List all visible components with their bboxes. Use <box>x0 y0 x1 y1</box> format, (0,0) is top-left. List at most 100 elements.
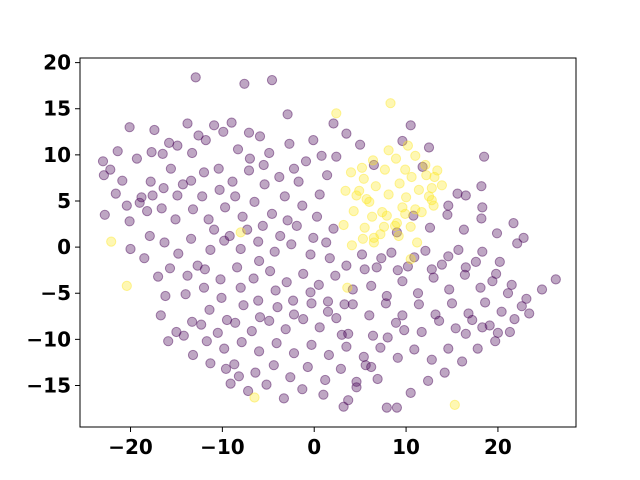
scatter-point <box>284 138 295 149</box>
scatter-point <box>264 147 275 159</box>
scatter-point <box>203 214 214 225</box>
scatter-point <box>242 224 253 235</box>
y-tick-label: 20 <box>43 51 71 75</box>
scatter-point <box>239 78 250 89</box>
scatter-point <box>378 221 390 232</box>
scatter-point <box>399 325 410 336</box>
scatter-point <box>367 330 379 341</box>
scatter-point <box>196 319 207 330</box>
scatter-point <box>209 224 220 235</box>
scatter-point <box>305 249 316 260</box>
scatter-point <box>163 336 174 347</box>
scatter-point <box>426 195 437 206</box>
scatter-point <box>237 211 248 222</box>
scatter-point <box>412 288 424 299</box>
scatter-point <box>145 176 156 187</box>
scatter-point <box>200 135 211 146</box>
scatter-point <box>343 395 354 406</box>
scatter-point <box>423 375 434 386</box>
scatter-point <box>457 356 468 367</box>
scatter-point <box>173 248 184 259</box>
scatter-point <box>238 300 249 311</box>
scatter-point <box>380 298 391 309</box>
scatter-point <box>490 336 501 347</box>
y-tick-label: 0 <box>57 235 71 259</box>
scatter-point <box>121 280 132 291</box>
scatter-point <box>205 358 216 369</box>
scatter-point <box>420 159 431 171</box>
scatter-point <box>348 206 359 217</box>
scatter-point <box>446 298 458 309</box>
scatter-point <box>244 153 255 164</box>
scatter-point <box>134 197 145 208</box>
scatter-point <box>171 326 182 338</box>
scatter-point <box>550 274 561 285</box>
scatter-point <box>394 178 405 189</box>
scatter-point <box>429 171 440 183</box>
scatter-point <box>258 159 269 171</box>
x-axis: −20 −10 0 10 20 <box>108 427 512 459</box>
scatter-point <box>512 238 523 249</box>
scatter-point <box>405 120 416 131</box>
scatter-point <box>450 323 461 334</box>
scatter-point <box>235 243 246 255</box>
scatter-point <box>521 293 532 304</box>
scatter-point <box>391 218 402 229</box>
scatter-point <box>236 337 247 348</box>
scatter-point <box>305 287 316 298</box>
scatter-point <box>165 163 176 174</box>
scatter-point <box>359 222 370 233</box>
scatter-point <box>201 336 212 347</box>
scatter-point <box>487 276 498 287</box>
scatter-point <box>98 170 110 181</box>
scatter-point <box>275 230 286 242</box>
scatter-point <box>328 118 339 129</box>
scatter-point <box>254 312 266 323</box>
scatter-point <box>146 147 157 158</box>
scatter-point <box>259 179 270 190</box>
scatter-point <box>225 378 236 389</box>
scatter-point <box>313 279 324 290</box>
scatter-point <box>375 342 386 353</box>
scatter-point <box>390 220 401 231</box>
scatter-point <box>508 218 519 229</box>
scatter-point <box>172 140 183 151</box>
scatter-point <box>420 245 431 256</box>
scatter-point <box>164 137 175 148</box>
scatter-point <box>467 314 478 326</box>
scatter-point <box>248 273 259 284</box>
scatter-point <box>153 271 164 282</box>
scatter-point <box>432 165 443 176</box>
scatter-point <box>357 233 368 244</box>
x-tick-label: 10 <box>392 435 420 459</box>
scatter-point <box>209 120 220 131</box>
scatter-point <box>443 343 454 354</box>
scatter-point <box>221 314 233 326</box>
scatter-point <box>509 314 520 325</box>
scatter-point <box>390 317 402 328</box>
scatter-point <box>368 232 379 243</box>
scatter-point <box>187 349 199 361</box>
scatter-point <box>366 361 377 373</box>
scatter-point <box>434 315 445 326</box>
scatter-point <box>233 371 244 382</box>
scatter-point <box>361 194 372 205</box>
scatter-point <box>271 338 282 349</box>
scatter-point <box>479 151 490 162</box>
scatter-point <box>321 237 332 248</box>
scatter-point <box>424 222 436 233</box>
scatter-point <box>356 249 368 260</box>
scatter-point <box>159 237 170 248</box>
scatter-point <box>331 108 342 119</box>
scatter-point <box>364 310 375 321</box>
y-tick-label: 10 <box>43 143 71 167</box>
scatter-point <box>458 224 469 235</box>
y-tick-label: 5 <box>57 189 71 213</box>
scatter-point <box>518 232 529 243</box>
scatter-point <box>409 252 420 263</box>
scatter-point <box>428 200 439 211</box>
scatter-point <box>355 139 366 150</box>
scatter-point <box>314 322 325 333</box>
